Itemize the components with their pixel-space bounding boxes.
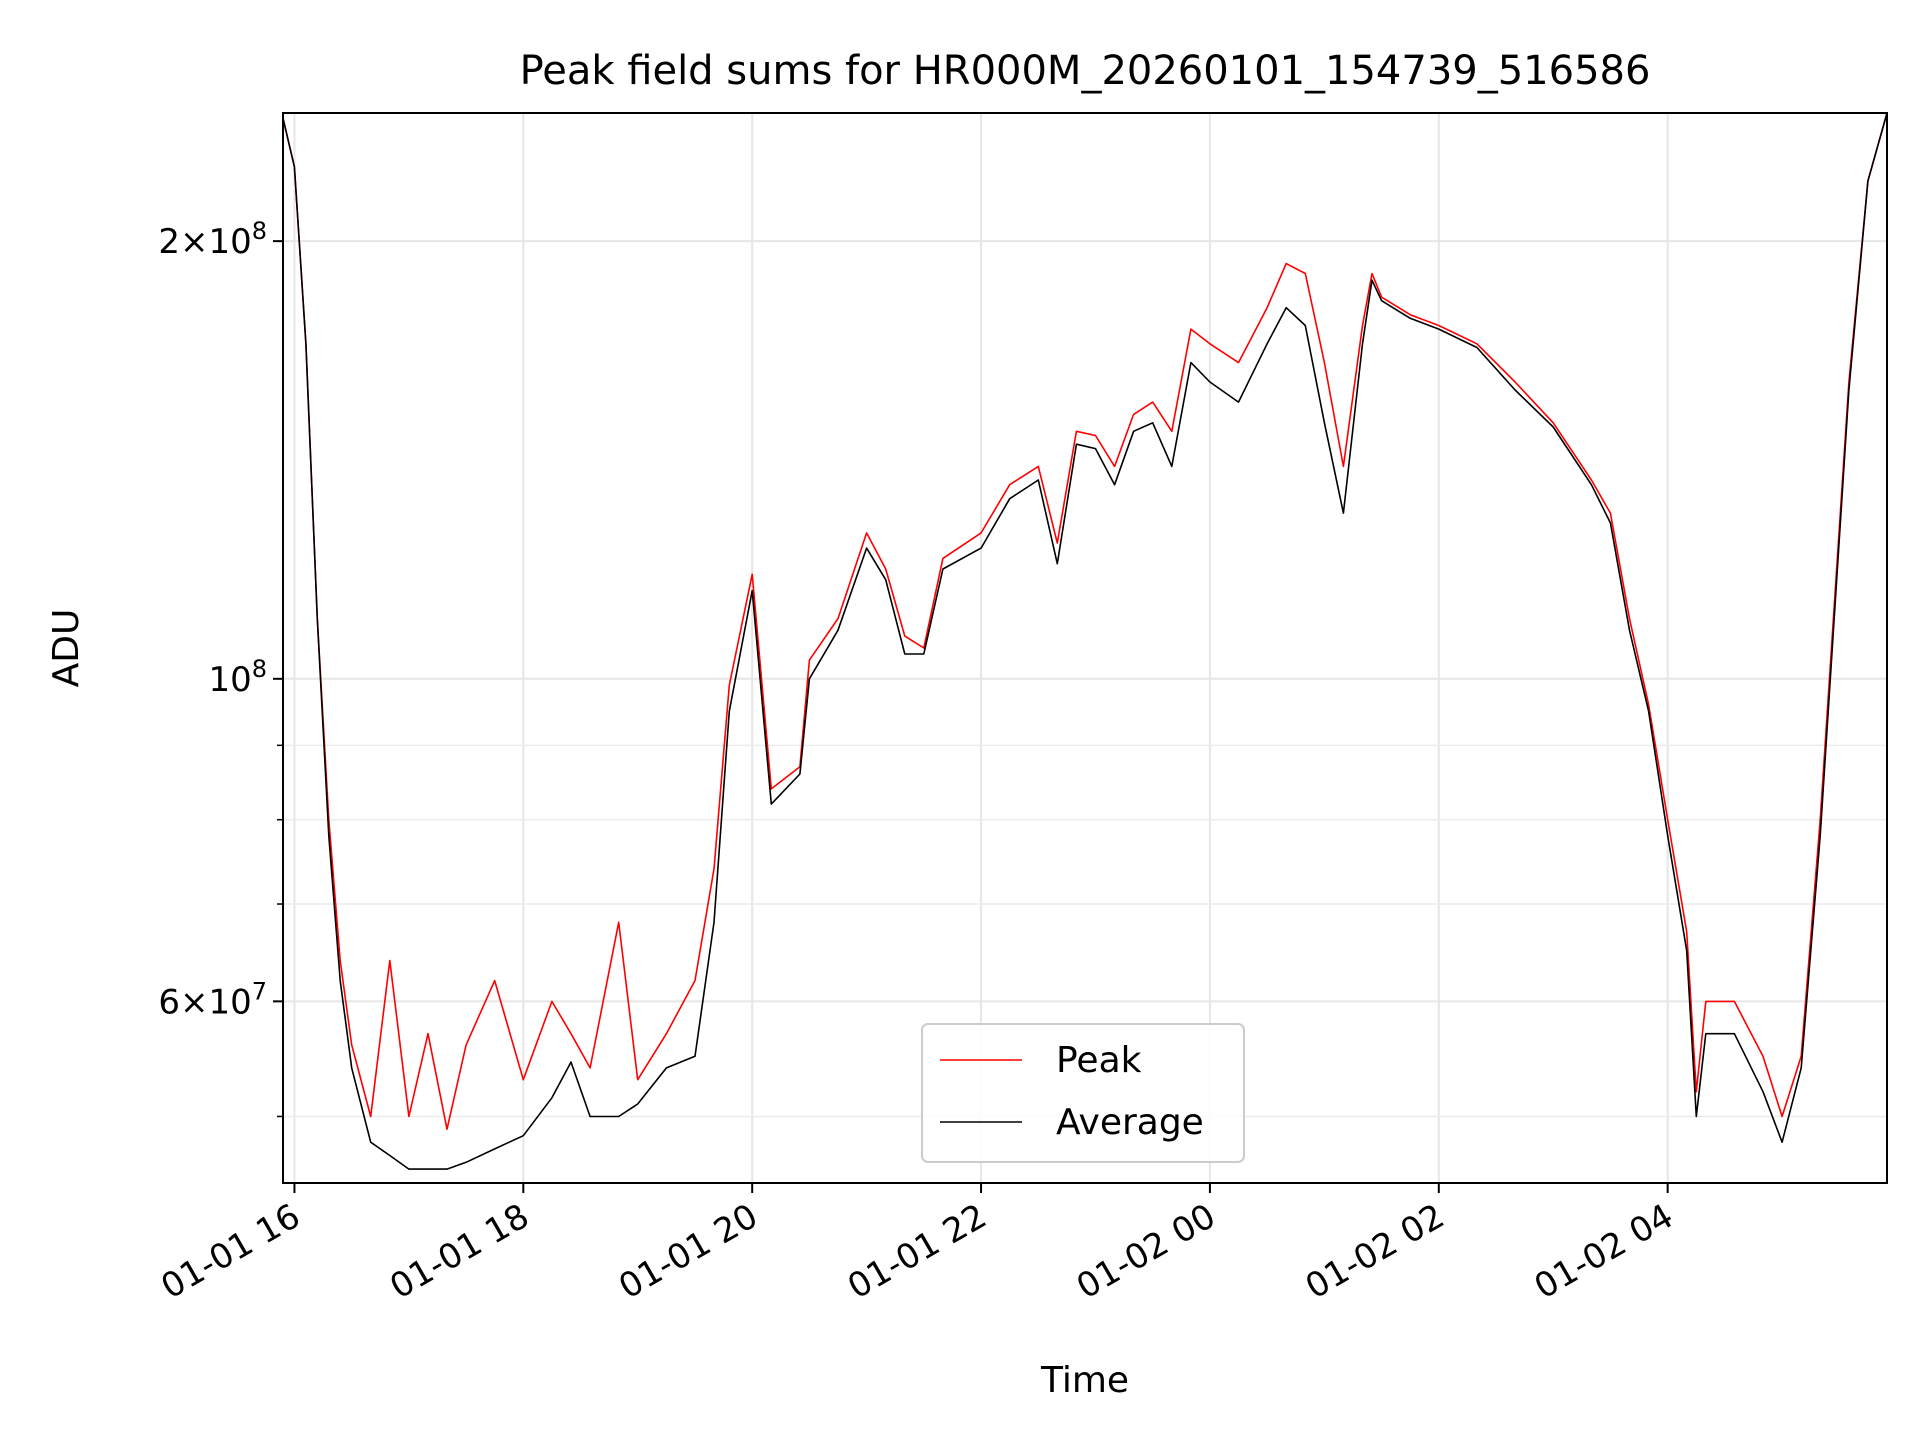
x-tick-label: 01-01 18	[383, 1196, 535, 1307]
series-average-line	[282, 112, 1888, 1170]
ticks: 01-01 16 01-01 18 01-01 20 01-01 22 01-02 00…	[155, 217, 1681, 1307]
y-tick-label: 108	[208, 655, 267, 700]
y-tick-label: 6×107	[158, 977, 267, 1022]
legend-average-label: Average	[1056, 1102, 1204, 1143]
axes-frame	[282, 112, 1888, 1184]
series-peak-line	[282, 112, 1888, 1130]
chart-title: Peak field sums for HR000M_20260101_1547…	[520, 48, 1651, 94]
x-tick-label: 01-02 02	[1299, 1196, 1451, 1307]
series-layer	[282, 112, 1888, 1170]
x-tick-label: 01-02 00	[1070, 1196, 1222, 1307]
y-axis-label: ADU	[46, 609, 87, 688]
x-tick-label: 01-01 16	[155, 1196, 307, 1307]
x-tick-label: 01-02 04	[1528, 1196, 1680, 1307]
legend-box	[921, 1023, 1245, 1163]
x-tick-label: 01-01 20	[612, 1196, 764, 1307]
legend: Peak Average	[921, 1023, 1245, 1163]
legend-peak-label: Peak	[1056, 1040, 1142, 1081]
grid	[283, 113, 1887, 1183]
x-tick-label: 01-01 22	[841, 1196, 993, 1307]
y-tick-label: 2×108	[158, 217, 267, 262]
x-axis-label: Time	[1040, 1360, 1129, 1401]
